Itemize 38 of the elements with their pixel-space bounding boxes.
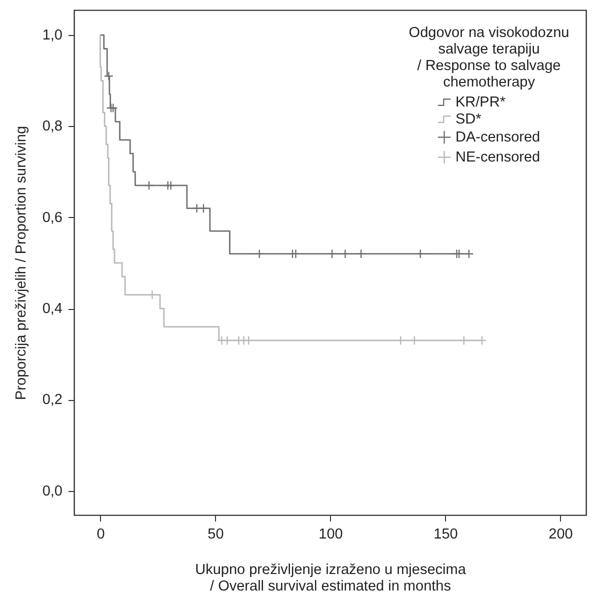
point [166, 180, 176, 190]
legend-title: Odgovor na visokodoznu salvage terapiju / Response to salvage chemotherapy [408, 25, 570, 90]
point [477, 336, 487, 346]
point [340, 249, 350, 259]
point [290, 249, 301, 259]
point [198, 203, 208, 214]
x-tick-label: 0 [96, 526, 105, 542]
point [254, 249, 264, 259]
x-axis-title: Ukupno preživljenje izraženo u mjesecima / Overall survival estimated in months [195, 562, 467, 594]
point [454, 249, 464, 259]
point [327, 249, 337, 259]
legend-label: DA-censored [456, 129, 540, 146]
x-tick-label: 50 [208, 526, 224, 542]
legend-label: NE-censored [456, 149, 540, 166]
point [144, 180, 154, 190]
point [147, 290, 157, 300]
point [104, 71, 114, 81]
point [356, 249, 366, 259]
y-tick-label: 1,0 [42, 28, 62, 44]
point [192, 203, 202, 214]
point [416, 249, 426, 259]
y-tick-label: 0,0 [42, 483, 62, 500]
y-tick-label: 0,2 [42, 392, 62, 408]
legend-label: KR/PR* [456, 94, 506, 110]
y-axis-title: Proporcija preživjelih / Proportion surviving [13, 126, 30, 400]
y-tick-label: 0,4 [42, 301, 62, 318]
y-tick-label: 0,6 [42, 210, 62, 226]
point [464, 249, 474, 259]
x-tick-label: 150 [434, 526, 458, 542]
y-tick-label: 0,8 [42, 118, 62, 135]
legend-label: SD* [456, 111, 482, 128]
point [459, 336, 469, 346]
point [410, 336, 420, 346]
x-tick-label: 100 [318, 526, 343, 542]
point [222, 336, 232, 346]
point [244, 336, 254, 346]
point [396, 336, 406, 346]
x-tick-label: 200 [548, 526, 573, 542]
